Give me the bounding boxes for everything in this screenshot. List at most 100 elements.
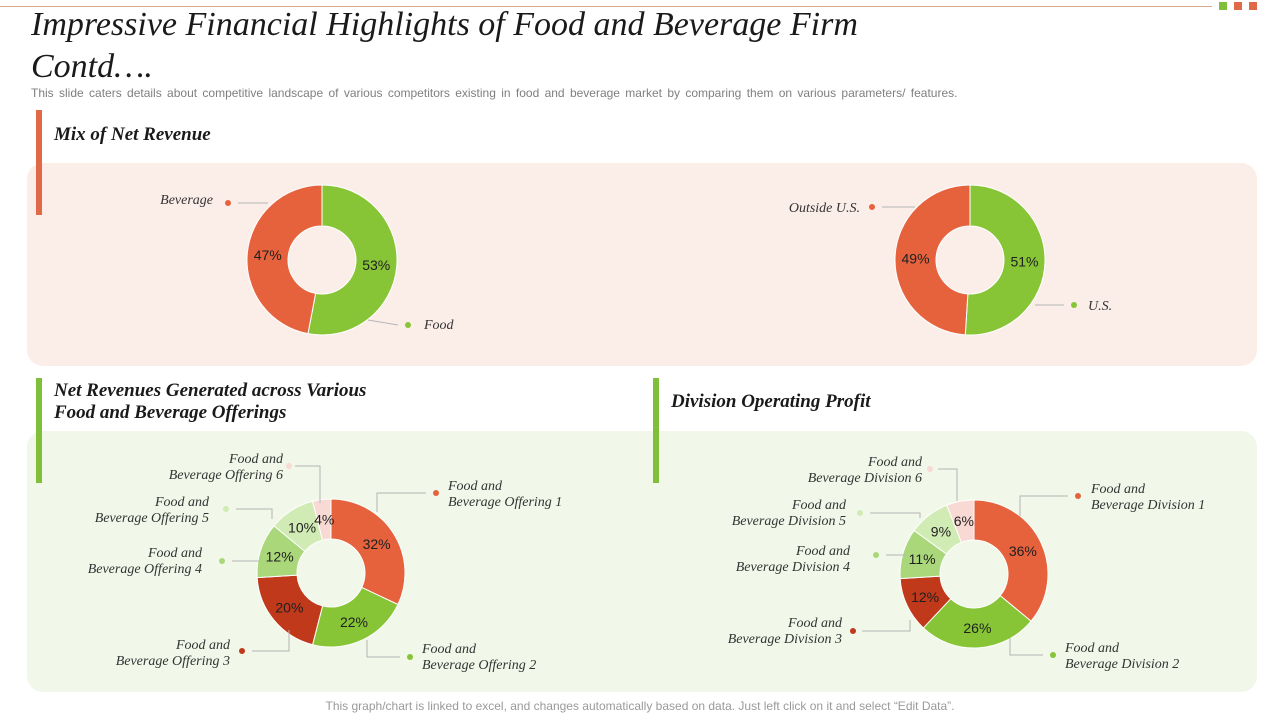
category-label: Food and	[791, 498, 847, 513]
leader-dot	[1075, 493, 1081, 499]
leader-line	[938, 468, 958, 501]
category-label: Food	[423, 318, 455, 333]
mix-section-title: Mix of Net Revenue	[54, 124, 211, 145]
category-label: Beverage Division 3	[728, 632, 842, 647]
corner-decoration	[1219, 2, 1279, 10]
offerings-title-line-2: Food and Beverage Offerings	[54, 402, 287, 423]
leader-line	[236, 508, 273, 519]
category-label: Beverage Offering 6	[169, 468, 283, 483]
donut-chart-2[interactable]: 51% 49% U.S. Outside U.S.	[789, 184, 1112, 336]
division-section-title: Division Operating Profit	[671, 391, 871, 412]
corner-square-green	[1219, 2, 1227, 10]
leader-line	[376, 492, 426, 512]
donut-slice-food[interactable]	[307, 184, 398, 336]
slice-value-label: 32%	[363, 536, 391, 552]
leader-dot	[405, 322, 411, 328]
category-label: Beverage Division 5	[732, 514, 846, 529]
donut-slice-food-and-beverage-offering-2[interactable]	[311, 586, 399, 648]
leader-line	[366, 640, 400, 658]
category-label: Food and	[175, 638, 231, 653]
page-title: Impressive Financial Highlights of Food …	[31, 6, 858, 85]
slice-value-label: 49%	[902, 250, 930, 266]
leader-line	[295, 465, 321, 503]
leader-dot	[225, 200, 231, 206]
mix-panel-background	[27, 163, 1257, 366]
leader-dot	[433, 490, 439, 496]
leader-line	[367, 319, 399, 326]
category-label: Beverage Offering 2	[422, 658, 536, 673]
leader-dot	[286, 463, 292, 469]
leader-dot	[857, 510, 863, 516]
donut-slice-beverage[interactable]	[246, 184, 323, 335]
leader-dot	[407, 654, 413, 660]
slice-value-label: 12%	[911, 589, 939, 605]
category-label: Food and	[1064, 641, 1120, 656]
corner-square-orange	[1249, 2, 1257, 10]
category-label: Food and	[795, 544, 851, 559]
category-label: Food and	[447, 479, 503, 494]
leader-dot	[219, 558, 225, 564]
category-label: Food and	[228, 452, 284, 467]
category-label: Beverage Offering 1	[448, 495, 562, 510]
donut-slice-food-and-beverage-division-6[interactable]	[946, 499, 975, 544]
category-label: Beverage Division 2	[1065, 657, 1179, 672]
slice-value-label: 36%	[1009, 543, 1037, 559]
category-label: Food and	[154, 495, 210, 510]
category-label: Food and	[1090, 482, 1146, 497]
division-section-accent-bar	[653, 378, 659, 483]
category-label: Beverage Division 4	[736, 560, 850, 575]
slice-value-label: 22%	[340, 614, 368, 630]
donut-slice-u-s-[interactable]	[964, 184, 1046, 336]
leader-line	[1009, 638, 1043, 656]
donut-slice-food-and-beverage-division-2[interactable]	[922, 594, 1032, 649]
category-label: Beverage Division 1	[1091, 498, 1205, 513]
category-label: U.S.	[1088, 299, 1112, 314]
category-label: Food and	[787, 616, 843, 631]
donut-slice-food-and-beverage-offering-1[interactable]	[330, 498, 406, 606]
leader-dot	[1050, 652, 1056, 658]
leader-dot	[223, 506, 229, 512]
category-label: Food and	[867, 455, 923, 470]
leader-dot	[873, 552, 879, 558]
leader-line	[862, 620, 911, 632]
leader-dot	[239, 648, 245, 654]
category-label: Beverage Offering 5	[95, 511, 209, 526]
mix-section-accent-bar	[36, 110, 42, 215]
slice-value-label: 6%	[954, 513, 974, 529]
leader-dot	[869, 204, 875, 210]
leader-line	[252, 630, 290, 652]
footer-note: This graph/chart is linked to excel, and…	[325, 699, 955, 713]
leader-line	[1019, 495, 1068, 516]
slice-value-label: 4%	[314, 511, 334, 527]
category-label: Outside U.S.	[789, 201, 860, 216]
slice-value-label: 10%	[288, 519, 316, 535]
slice-value-label: 12%	[266, 548, 294, 564]
category-label: Beverage Offering 4	[88, 562, 202, 577]
slice-value-label: 51%	[1010, 254, 1038, 270]
slice-value-label: 53%	[362, 257, 390, 273]
donut-slice-food-and-beverage-division-1[interactable]	[973, 499, 1049, 622]
slice-value-label: 26%	[963, 620, 991, 636]
category-label: Beverage	[160, 193, 213, 208]
category-label: Food and	[421, 642, 477, 657]
category-label: Beverage Division 6	[808, 471, 922, 486]
leader-dot	[850, 628, 856, 634]
corner-square-orange	[1234, 2, 1242, 10]
offerings-section-accent-bar	[36, 378, 42, 483]
page-subtitle: This slide caters details about competit…	[31, 86, 958, 100]
donut-slice-food-and-beverage-offering-6[interactable]	[311, 498, 332, 541]
top-rule	[0, 6, 1212, 7]
offerings-section-title: Net Revenues Generated across Various Fo…	[54, 380, 366, 424]
category-label: Beverage Offering 3	[116, 654, 230, 669]
slice-value-label: 11%	[909, 551, 936, 567]
slice-value-label: 47%	[254, 247, 282, 263]
slice-value-label: 20%	[275, 599, 303, 615]
donut-slice-outside-u-s-[interactable]	[894, 184, 971, 336]
donut-chart-1[interactable]: 53% 47% Food Beverage	[160, 184, 455, 336]
offerings-title-line-1: Net Revenues Generated across Various	[54, 380, 367, 401]
slice-value-label: 9%	[931, 523, 951, 539]
category-label: Food and	[147, 546, 203, 561]
